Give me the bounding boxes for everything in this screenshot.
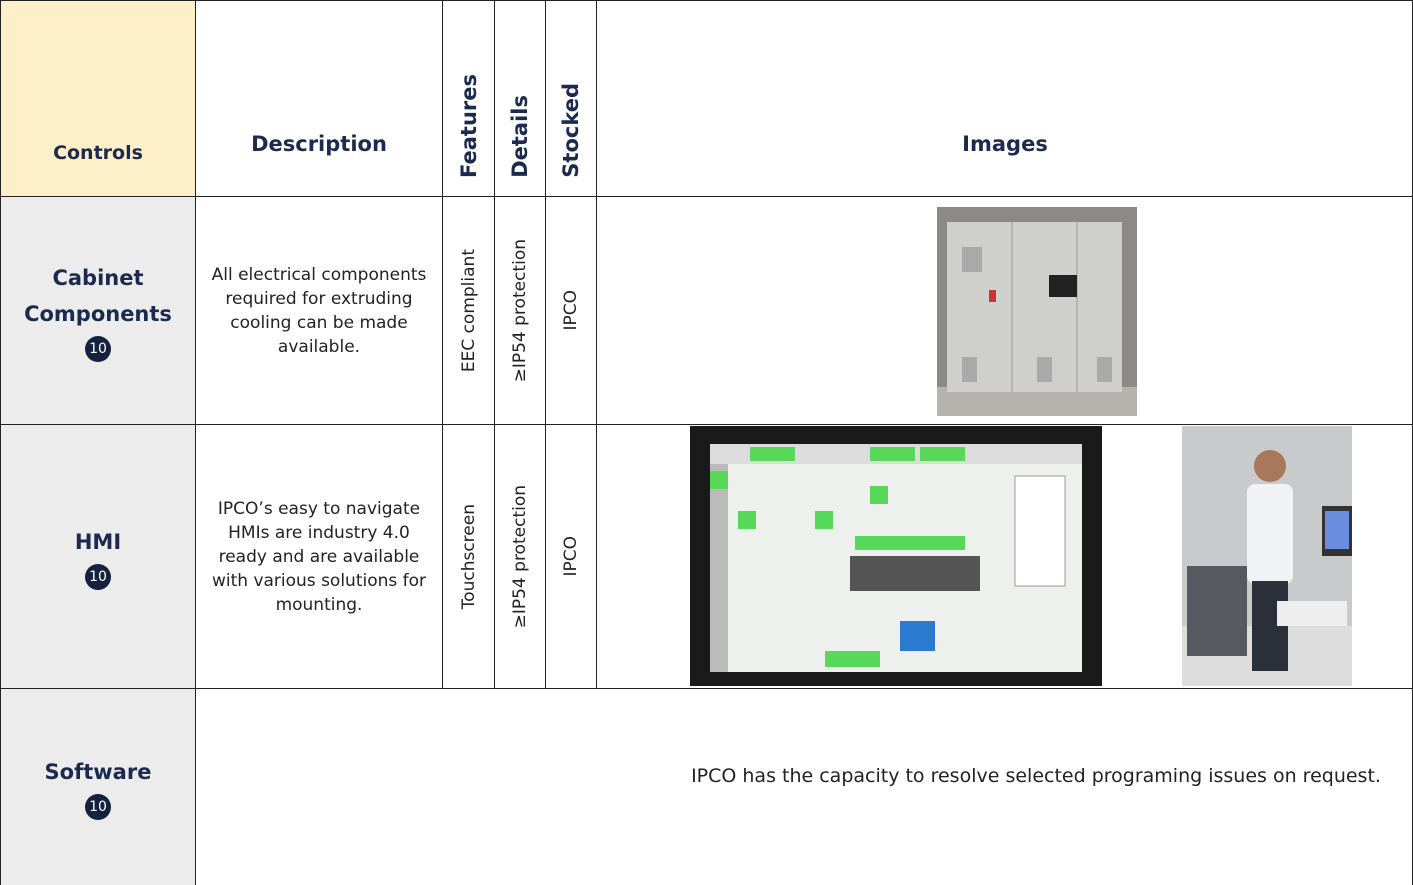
stocked: IPCO (561, 536, 581, 577)
header-cell: Stocked (545, 0, 596, 196)
details-cell: ≥IP54 protection (494, 424, 545, 688)
row-label: Cabinet Components 10 (0, 196, 195, 424)
control-name: Software (44, 760, 152, 784)
features: EEC compliant (458, 248, 479, 373)
header-cell: Description (195, 0, 442, 196)
header-text: Details (508, 95, 532, 178)
description-cell: All electrical components required for e… (195, 196, 442, 424)
header-text: Features (456, 74, 481, 178)
description: IPCO’s easy to navigate HMIs are industr… (211, 498, 427, 615)
header-cell: Controls (0, 0, 195, 196)
features-cell: Touchscreen (442, 424, 494, 688)
header-cell: Features (442, 0, 494, 196)
stocked: IPCO (561, 290, 581, 331)
stocked-cell: IPCO (545, 424, 596, 688)
images-cell (596, 424, 1413, 688)
cabinet-photo (937, 207, 1137, 416)
stocked-cell: IPCO (545, 196, 596, 424)
header-text: Images (962, 132, 1048, 156)
header-cell: Details (494, 0, 545, 196)
control-name: HMI (74, 529, 122, 554)
control-name: Cabinet Components (24, 265, 172, 326)
images-cell (596, 196, 1413, 424)
row-label: Software 10 (0, 688, 195, 885)
badge: 10 (85, 335, 111, 362)
features-cell: EEC compliant (442, 196, 494, 424)
description-cell: IPCO has the capacity to resolve selecte… (195, 688, 1413, 885)
header-text: Description (251, 132, 387, 156)
description: IPCO has the capacity to resolve selecte… (691, 765, 1381, 787)
details-cell: ≥IP54 protection (494, 196, 545, 424)
badge: 10 (85, 563, 111, 590)
hmi-photo (690, 426, 1102, 686)
header-cell: Images (596, 0, 1413, 196)
header-text: Stocked (559, 83, 583, 178)
description-cell: IPCO’s easy to navigate HMIs are industr… (195, 424, 442, 688)
details: ≥IP54 protection (510, 484, 530, 629)
description: All electrical components required for e… (211, 264, 427, 357)
features: Touchscreen (458, 503, 479, 610)
details: ≥IP54 protection (510, 238, 530, 383)
person-photo (1182, 426, 1352, 686)
header-text: Controls (53, 142, 143, 164)
badge: 10 (85, 794, 111, 820)
row-label: HMI 10 (0, 424, 195, 688)
